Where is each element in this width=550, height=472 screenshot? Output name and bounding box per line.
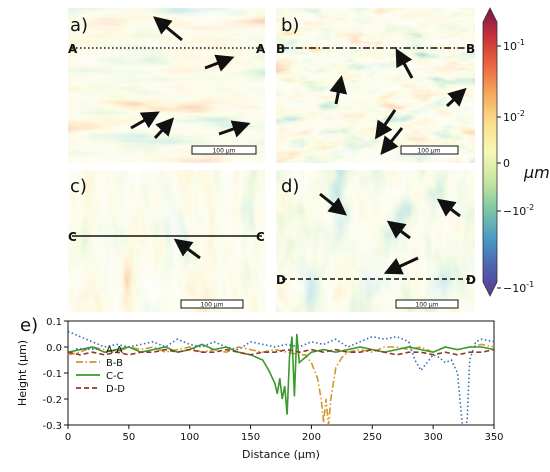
section-end-label-d: D (466, 273, 476, 287)
section-start-label-b: B (276, 42, 285, 56)
arrow-icon (445, 87, 467, 108)
arrow-icon (386, 220, 411, 240)
height-map-b (276, 8, 475, 163)
y-axis-label: Height (µm) (16, 340, 29, 406)
y-tick-label: 0.0 (46, 343, 62, 354)
panel-b: b) B B 100 µm (276, 8, 475, 163)
legend-label: A-A (106, 345, 123, 356)
x-tick-label: 100 (180, 432, 199, 443)
colorbar-unit-label: µm (523, 163, 550, 182)
x-tick-label: 0 (65, 432, 71, 443)
series-line-a-a (68, 330, 494, 425)
section-end-label-a: A (256, 42, 266, 56)
panel-letter-a: a) (70, 15, 88, 36)
arrow-icon (395, 48, 414, 79)
defect-arrows-c (173, 238, 201, 260)
series-line-d-d (68, 348, 494, 356)
x-tick-label: 350 (484, 432, 503, 443)
defect-arrows-d (319, 192, 461, 275)
colorbar-tick-label: −10-1 (503, 280, 534, 295)
scale-bar-a (191, 145, 257, 155)
colorbar-tick-label: −10-2 (503, 203, 534, 218)
height-map-c (68, 170, 265, 312)
colorbar-tick-label: 10-2 (503, 109, 525, 124)
defect-arrows-a (130, 16, 251, 140)
x-tick-label: 300 (424, 432, 443, 443)
arrow-icon (153, 117, 175, 140)
legend-label: D-D (106, 384, 125, 395)
arrow-icon (436, 198, 461, 218)
colorbar-body (482, 7, 498, 297)
arrow-icon (153, 16, 183, 42)
height-map-a (68, 8, 265, 163)
y-tick-label: -0.1 (42, 369, 62, 380)
x-axis: 0 50 100 150 200 250 300 350 (65, 425, 504, 443)
arrow-icon (374, 109, 397, 140)
legend-label: C-C (106, 371, 124, 382)
panel-letter-c: c) (70, 176, 87, 197)
height-map-d (276, 170, 475, 312)
y-tick-label: -0.2 (42, 395, 62, 406)
arrow-icon (204, 54, 235, 72)
panel-c: c) C C 100 µm (68, 170, 265, 312)
x-tick-label: 150 (241, 432, 260, 443)
defect-arrows-b (329, 48, 467, 156)
section-start-label-c: C (68, 230, 77, 244)
series-line-c-c (68, 333, 494, 415)
scale-bar-label-a: 100 µm (212, 148, 235, 155)
section-end-label-b: B (466, 42, 475, 56)
scale-bar-label-c: 100 µm (200, 302, 223, 309)
y-axis: 0.1 0.0 -0.1 -0.2 -0.3 (42, 317, 68, 432)
colorbar: 10-1 10-2 0 −10-2 −10-1 µm (482, 7, 550, 297)
arrow-icon (173, 238, 201, 260)
legend: A-A B-B C-C D-D (76, 345, 125, 395)
arrow-icon (319, 192, 348, 216)
arrow-icon (130, 111, 160, 130)
arrow-icon (218, 120, 251, 138)
x-axis-label: Distance (µm) (242, 448, 320, 461)
series-layer (68, 330, 494, 425)
section-end-label-c: C (256, 230, 265, 244)
scale-bar-label-b: 100 µm (417, 148, 440, 155)
x-tick-label: 200 (302, 432, 321, 443)
plot-area (67, 320, 495, 426)
panel-e: e) 0.1 0.0 -0.1 -0.2 -0.3 0 50 100 150 200 250 300… (16, 315, 504, 461)
scale-bar-label-d: 100 µm (415, 302, 438, 309)
panel-letter-b: b) (281, 15, 299, 36)
scale-bar-b (400, 145, 459, 155)
scale-bar-c (180, 299, 244, 309)
series-line-b-b (68, 343, 494, 425)
panel-a: a) A A 100 µm (68, 8, 266, 163)
colorbar-tick-label: 0 (503, 157, 510, 170)
colorbar-tick-label: 10-1 (503, 38, 525, 53)
arrow-icon (380, 127, 404, 156)
panel-d: d) D D 100 µm (276, 170, 476, 312)
panel-letter-d: d) (281, 176, 299, 197)
section-start-label-a: A (68, 42, 78, 56)
scale-bar-d (395, 299, 459, 309)
legend-label: B-B (106, 358, 123, 369)
x-tick-label: 250 (363, 432, 382, 443)
section-start-label-d: D (276, 273, 286, 287)
arrow-icon (383, 256, 419, 275)
chart-panel-letter: e) (20, 315, 38, 336)
arrow-icon (329, 75, 348, 105)
y-tick-label: -0.3 (42, 421, 62, 432)
x-tick-label: 50 (122, 432, 135, 443)
y-tick-label: 0.1 (46, 317, 62, 328)
